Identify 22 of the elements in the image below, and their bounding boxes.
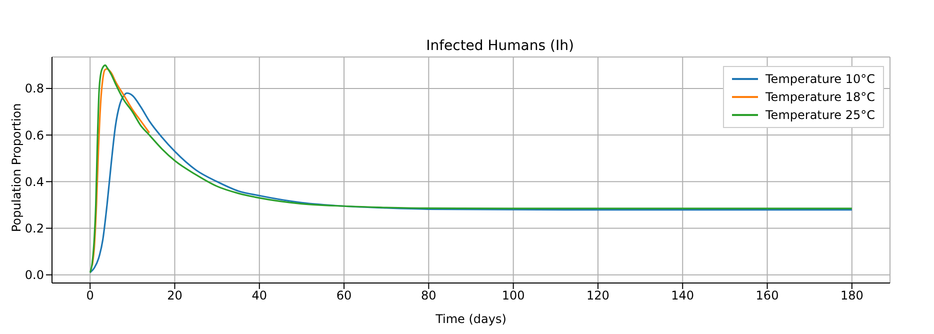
x-tick-label: 60 [336, 288, 352, 303]
y-tick-label: 0.2 [24, 222, 44, 236]
x-tick-label: 120 [586, 288, 610, 303]
x-tick-label: 180 [840, 288, 864, 303]
x-tick-label: 80 [421, 288, 436, 303]
x-axis-title: Time (days) [434, 312, 506, 326]
y-tick-label: 0.0 [24, 268, 44, 282]
legend-label: Temperature 10°C [766, 71, 875, 88]
chart-title: Infected Humans (Ih) [425, 38, 575, 54]
y-tick-label: 0.8 [24, 82, 44, 96]
y-axis-title: Population Proportion [9, 103, 24, 232]
y-tick-label: 0.6 [24, 128, 44, 142]
x-tick-label: 40 [252, 288, 268, 303]
x-tick-label: 20 [167, 288, 182, 303]
x-tick-label: 100 [502, 288, 525, 303]
line-series [91, 68, 150, 266]
x-tick-label: 0 [86, 288, 94, 303]
legend-label: Temperature 18°C [766, 89, 875, 106]
legend-label: Temperature 25°C [766, 107, 875, 124]
x-tick-label: 140 [671, 288, 694, 303]
y-tick-label: 0.4 [24, 174, 44, 189]
x-tick-label: 160 [756, 288, 779, 303]
